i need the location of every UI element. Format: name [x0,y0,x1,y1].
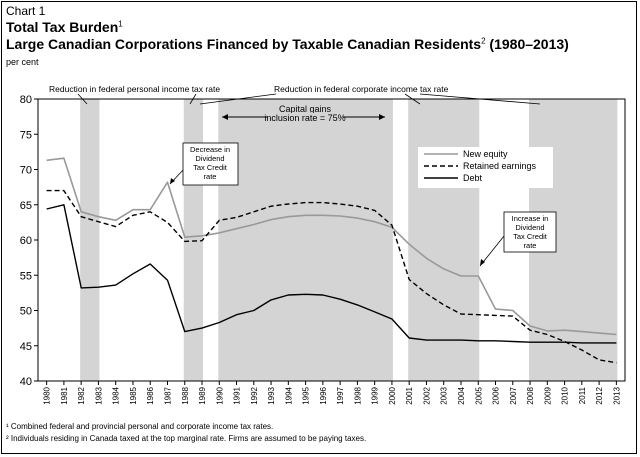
x-tick-label-1989: 1989 [198,386,207,404]
y-unit-label: per cent [6,57,39,67]
x-tick-label-1983: 1983 [94,386,103,404]
x-tick-label-2007: 2007 [509,386,518,404]
y-tick-label-80: 80 [20,94,32,106]
x-tick-label-2001: 2001 [405,386,414,404]
series-line-debt [46,204,617,344]
x-tick-label-2002: 2002 [422,386,431,404]
arrow-corporate-2 [404,93,421,105]
x-tick-label-1991: 1991 [233,386,242,404]
dtc-decrease-line-3: rate [204,172,217,181]
footnote-2: ² Individuals residing in Canada taxed a… [6,434,367,443]
y-tick-label-50: 50 [20,306,32,318]
arrow-corporate-3 [419,93,541,105]
y-tick-label-45: 45 [20,341,32,353]
capital-gains-label-bg [267,113,343,122]
dtc-increase-line-3: rate [524,241,537,250]
x-tick-label-1988: 1988 [181,386,190,404]
title-line2-sup: 2 [481,36,486,46]
series-line-new-equity [46,157,617,336]
x-tick-label-1987: 1987 [163,386,172,404]
x-tick-label-1999: 1999 [371,386,380,404]
y-tick-label-55: 55 [20,270,32,282]
shaded-period-1 [183,99,204,381]
y-tick-label-70: 70 [20,165,32,177]
dtc-increase-line-2: Tax Credit [513,232,548,241]
annotation-capital-gains-1: Capital gains [279,104,332,114]
x-tick-label-2012: 2012 [595,386,604,404]
x-tick-label-1980: 1980 [43,386,52,404]
x-tick-label-1986: 1986 [146,386,155,404]
x-tick-label-2004: 2004 [457,386,466,404]
series-line-retained-earnings [46,189,617,364]
x-tick-label-1984: 1984 [112,386,121,404]
x-tick-label-1985: 1985 [129,386,138,404]
x-tick-label-2010: 2010 [561,386,570,404]
x-tick-label-2000: 2000 [388,386,397,404]
arrow-personal-2 [189,93,197,105]
y-tick-label-65: 65 [20,200,32,212]
x-tick-label-2008: 2008 [526,386,535,404]
y-tick-label-40: 40 [20,376,32,388]
arrow-corporate-1 [199,93,277,105]
x-tick-label-1992: 1992 [250,386,259,404]
chart-label: Chart 1 [6,4,46,18]
legend-label-0: New equity [463,149,508,159]
title-line1-sup: 1 [118,19,123,29]
dtc-increase-line-1: Dividend [515,223,544,232]
shaded-period-3 [408,99,480,381]
chart-title-line2: Large Canadian Corporations Financed by … [6,36,569,52]
title-line2-text: Large Canadian Corporations Financed by … [6,36,482,52]
x-tick-label-1994: 1994 [284,386,293,404]
x-tick-label-1993: 1993 [267,386,276,404]
dtc-decrease-line-1: Dividend [195,154,224,163]
legend-label-1: Retained earnings [463,161,537,171]
footnote-1: ¹ Combined federal and provincial person… [6,422,274,431]
legend-label-2: Debt [463,173,483,183]
title-line2-tail: (1980–2013) [485,36,569,52]
x-tick-label-1990: 1990 [215,386,224,404]
y-tick-label-60: 60 [20,235,32,247]
x-tick-label-1998: 1998 [353,386,362,404]
title-line1-text: Total Tax Burden [6,19,119,35]
dtc-increase-arrow [479,235,505,267]
annotation-personal-rate: Reduction in federal personal income tax… [49,84,220,94]
x-tick-label-2011: 2011 [578,386,587,404]
x-tick-label-2006: 2006 [492,386,501,404]
x-tick-label-2013: 2013 [612,386,621,404]
annotation-capital-gains-2: inclusion rate = 75% [264,113,345,123]
x-tick-label-1997: 1997 [336,386,345,404]
x-tick-label-2005: 2005 [474,386,483,404]
shaded-period-2 [218,99,393,381]
x-tick-label-2003: 2003 [440,386,449,404]
capital-gains-arrow-right [379,114,385,120]
x-tick-label-1981: 1981 [60,386,69,404]
dtc-increase-box [503,211,557,253]
shaded-period-0 [80,99,100,381]
capital-gains-arrow-left [222,114,228,120]
x-tick-label-1996: 1996 [319,386,328,404]
x-tick-label-1982: 1982 [77,386,86,404]
y-tick-label-75: 75 [20,129,32,141]
chart-title-line1: Total Tax Burden1 [6,19,123,35]
dtc-increase-arrowhead [480,259,485,266]
dtc-increase-line-0: Increase in [512,214,549,223]
x-tick-label-1995: 1995 [302,386,311,404]
annotation-corporate-rate: Reduction in federal corporate income ta… [274,84,449,94]
dtc-decrease-box [182,142,239,186]
dtc-decrease-arrowhead [170,178,175,184]
arrow-personal-1 [77,93,88,105]
dtc-decrease-line-2: Tax Credit [193,163,228,172]
dtc-decrease-line-0: Decrease in [190,145,230,154]
plot-border [37,98,626,382]
x-tick-label-2009: 2009 [543,386,552,404]
